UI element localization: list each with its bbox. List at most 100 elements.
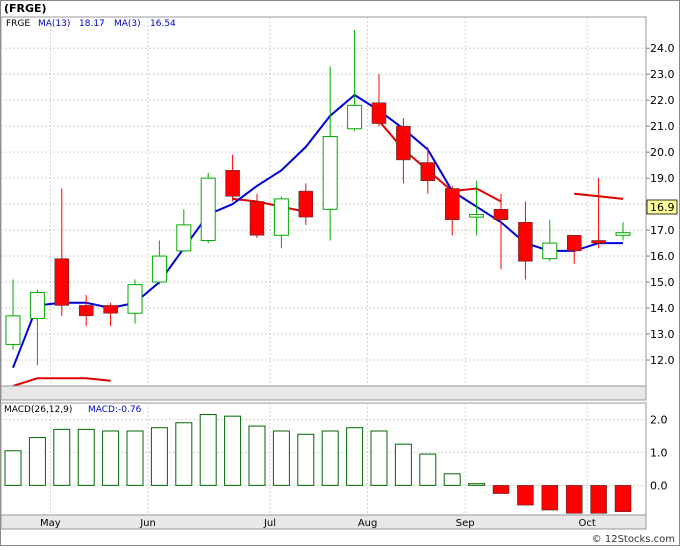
candle-1 <box>29 289 45 366</box>
candle-body <box>518 222 533 262</box>
legend-ma13-value: 18.17 <box>79 19 105 29</box>
candle-body <box>273 198 289 236</box>
candle-body <box>347 104 363 130</box>
candle-body <box>176 224 192 252</box>
price-y-tick-label: 24.0 <box>650 42 675 55</box>
candle-body <box>151 255 167 283</box>
macd-month-strip <box>0 514 647 530</box>
macd-bar-11 <box>272 430 290 486</box>
candle-4 <box>103 302 118 327</box>
price-y-tick-label: 16.0 <box>650 250 675 263</box>
last-price-label: 16.9 <box>650 201 675 214</box>
macd-bar-16 <box>394 443 412 486</box>
candle-24 <box>591 178 606 249</box>
candle-body <box>615 232 631 236</box>
macd-month-label: Jul <box>263 518 276 529</box>
macd-bar-20 <box>492 485 510 494</box>
macd-label: MACD(26,12,9) <box>4 405 72 415</box>
price-y-axis: 12.013.014.015.016.017.018.019.020.021.0… <box>646 42 675 367</box>
macd-bar-13 <box>321 430 339 486</box>
candle-7 <box>176 209 192 252</box>
macd-bar-0 <box>4 450 22 486</box>
price-y-tick-label: 12.0 <box>650 354 675 367</box>
macd-bar-5 <box>126 430 144 486</box>
legend-ma13-label: MA(13) <box>38 19 70 29</box>
macd-y-axis: 2.0 1.0 0.0 <box>650 413 668 492</box>
candle-body <box>566 235 582 252</box>
candle-14 <box>347 29 363 132</box>
macd-bar-25 <box>614 485 632 512</box>
candle-3 <box>78 295 94 327</box>
candle-0 <box>5 279 21 350</box>
macd-bar-4 <box>102 430 120 486</box>
candle-6 <box>151 240 167 285</box>
candle-body <box>78 305 94 317</box>
candle-10 <box>249 193 265 238</box>
macd-month-label: Jun <box>139 518 156 529</box>
candle-15 <box>371 74 387 127</box>
candle-body <box>493 209 509 220</box>
candle-2 <box>54 188 70 316</box>
legend-symbol: FRGE <box>6 19 30 29</box>
last-price-box <box>646 199 678 215</box>
price-y-tick-label: 22.0 <box>650 94 675 107</box>
candle-17 <box>420 146 436 194</box>
price-y-tick-label: 20.0 <box>650 146 675 159</box>
ma-line-ma13 <box>12 120 624 387</box>
macd-bar-17 <box>419 453 437 486</box>
candle-body <box>322 136 338 210</box>
candlestick-series <box>5 29 631 366</box>
candle-body <box>29 291 45 319</box>
candle-21 <box>518 201 533 280</box>
last-price-tag: 16.9 <box>646 199 678 215</box>
macd-bar-24 <box>590 485 607 514</box>
candle-11 <box>273 196 289 249</box>
price-y-tick-label: 23.0 <box>650 68 675 81</box>
macd-bar-21 <box>517 485 534 506</box>
macd-bar-15 <box>370 430 388 486</box>
macd-bar-18 <box>443 473 461 486</box>
candle-body <box>396 125 411 161</box>
candle-18 <box>444 185 460 236</box>
macd-y-tick-label: 0.0 <box>650 479 668 492</box>
macd-bar-19 <box>468 483 486 486</box>
macd-bar-7 <box>175 422 193 486</box>
candle-8 <box>200 172 216 244</box>
candle-body <box>200 177 216 241</box>
candle-body <box>225 170 240 197</box>
price-y-tick-label: 13.0 <box>650 328 675 341</box>
macd-month-label: Aug <box>358 518 378 529</box>
candle-19 <box>469 180 485 236</box>
macd-grid <box>1 403 646 515</box>
candle-5 <box>127 279 143 324</box>
macd-bar-23 <box>565 485 583 514</box>
price-month-strip <box>0 385 647 401</box>
candle-body <box>5 315 21 345</box>
macd-month-label: Sep <box>456 518 475 529</box>
macd-bar-6 <box>150 427 168 486</box>
price-y-tick-label: 17.0 <box>650 224 675 237</box>
watermark: © 12Stocks.com <box>592 534 675 545</box>
macd-bar-1 <box>28 437 46 486</box>
macd-bar-22 <box>541 485 559 511</box>
candle-body <box>591 240 606 244</box>
macd-bar-10 <box>248 425 266 486</box>
candle-body <box>54 258 70 306</box>
macd-bar-12 <box>297 433 315 486</box>
candle-body <box>444 188 460 220</box>
macd-month-label: Oct <box>579 518 596 529</box>
candle-body <box>469 213 485 218</box>
candle-20 <box>493 193 509 270</box>
macd-bar-14 <box>346 427 364 486</box>
macd-value-label: MACD:-0.76 <box>88 405 142 415</box>
macd-bar-8 <box>199 414 217 486</box>
price-y-tick-label: 19.0 <box>650 172 675 185</box>
candle-body <box>542 242 558 260</box>
macd-histogram <box>4 414 632 514</box>
candle-22 <box>542 219 558 262</box>
candle-body <box>127 284 143 314</box>
macd-bar-9 <box>224 415 242 486</box>
macd-y-tick-label: 2.0 <box>650 413 668 426</box>
candle-9 <box>225 154 240 202</box>
